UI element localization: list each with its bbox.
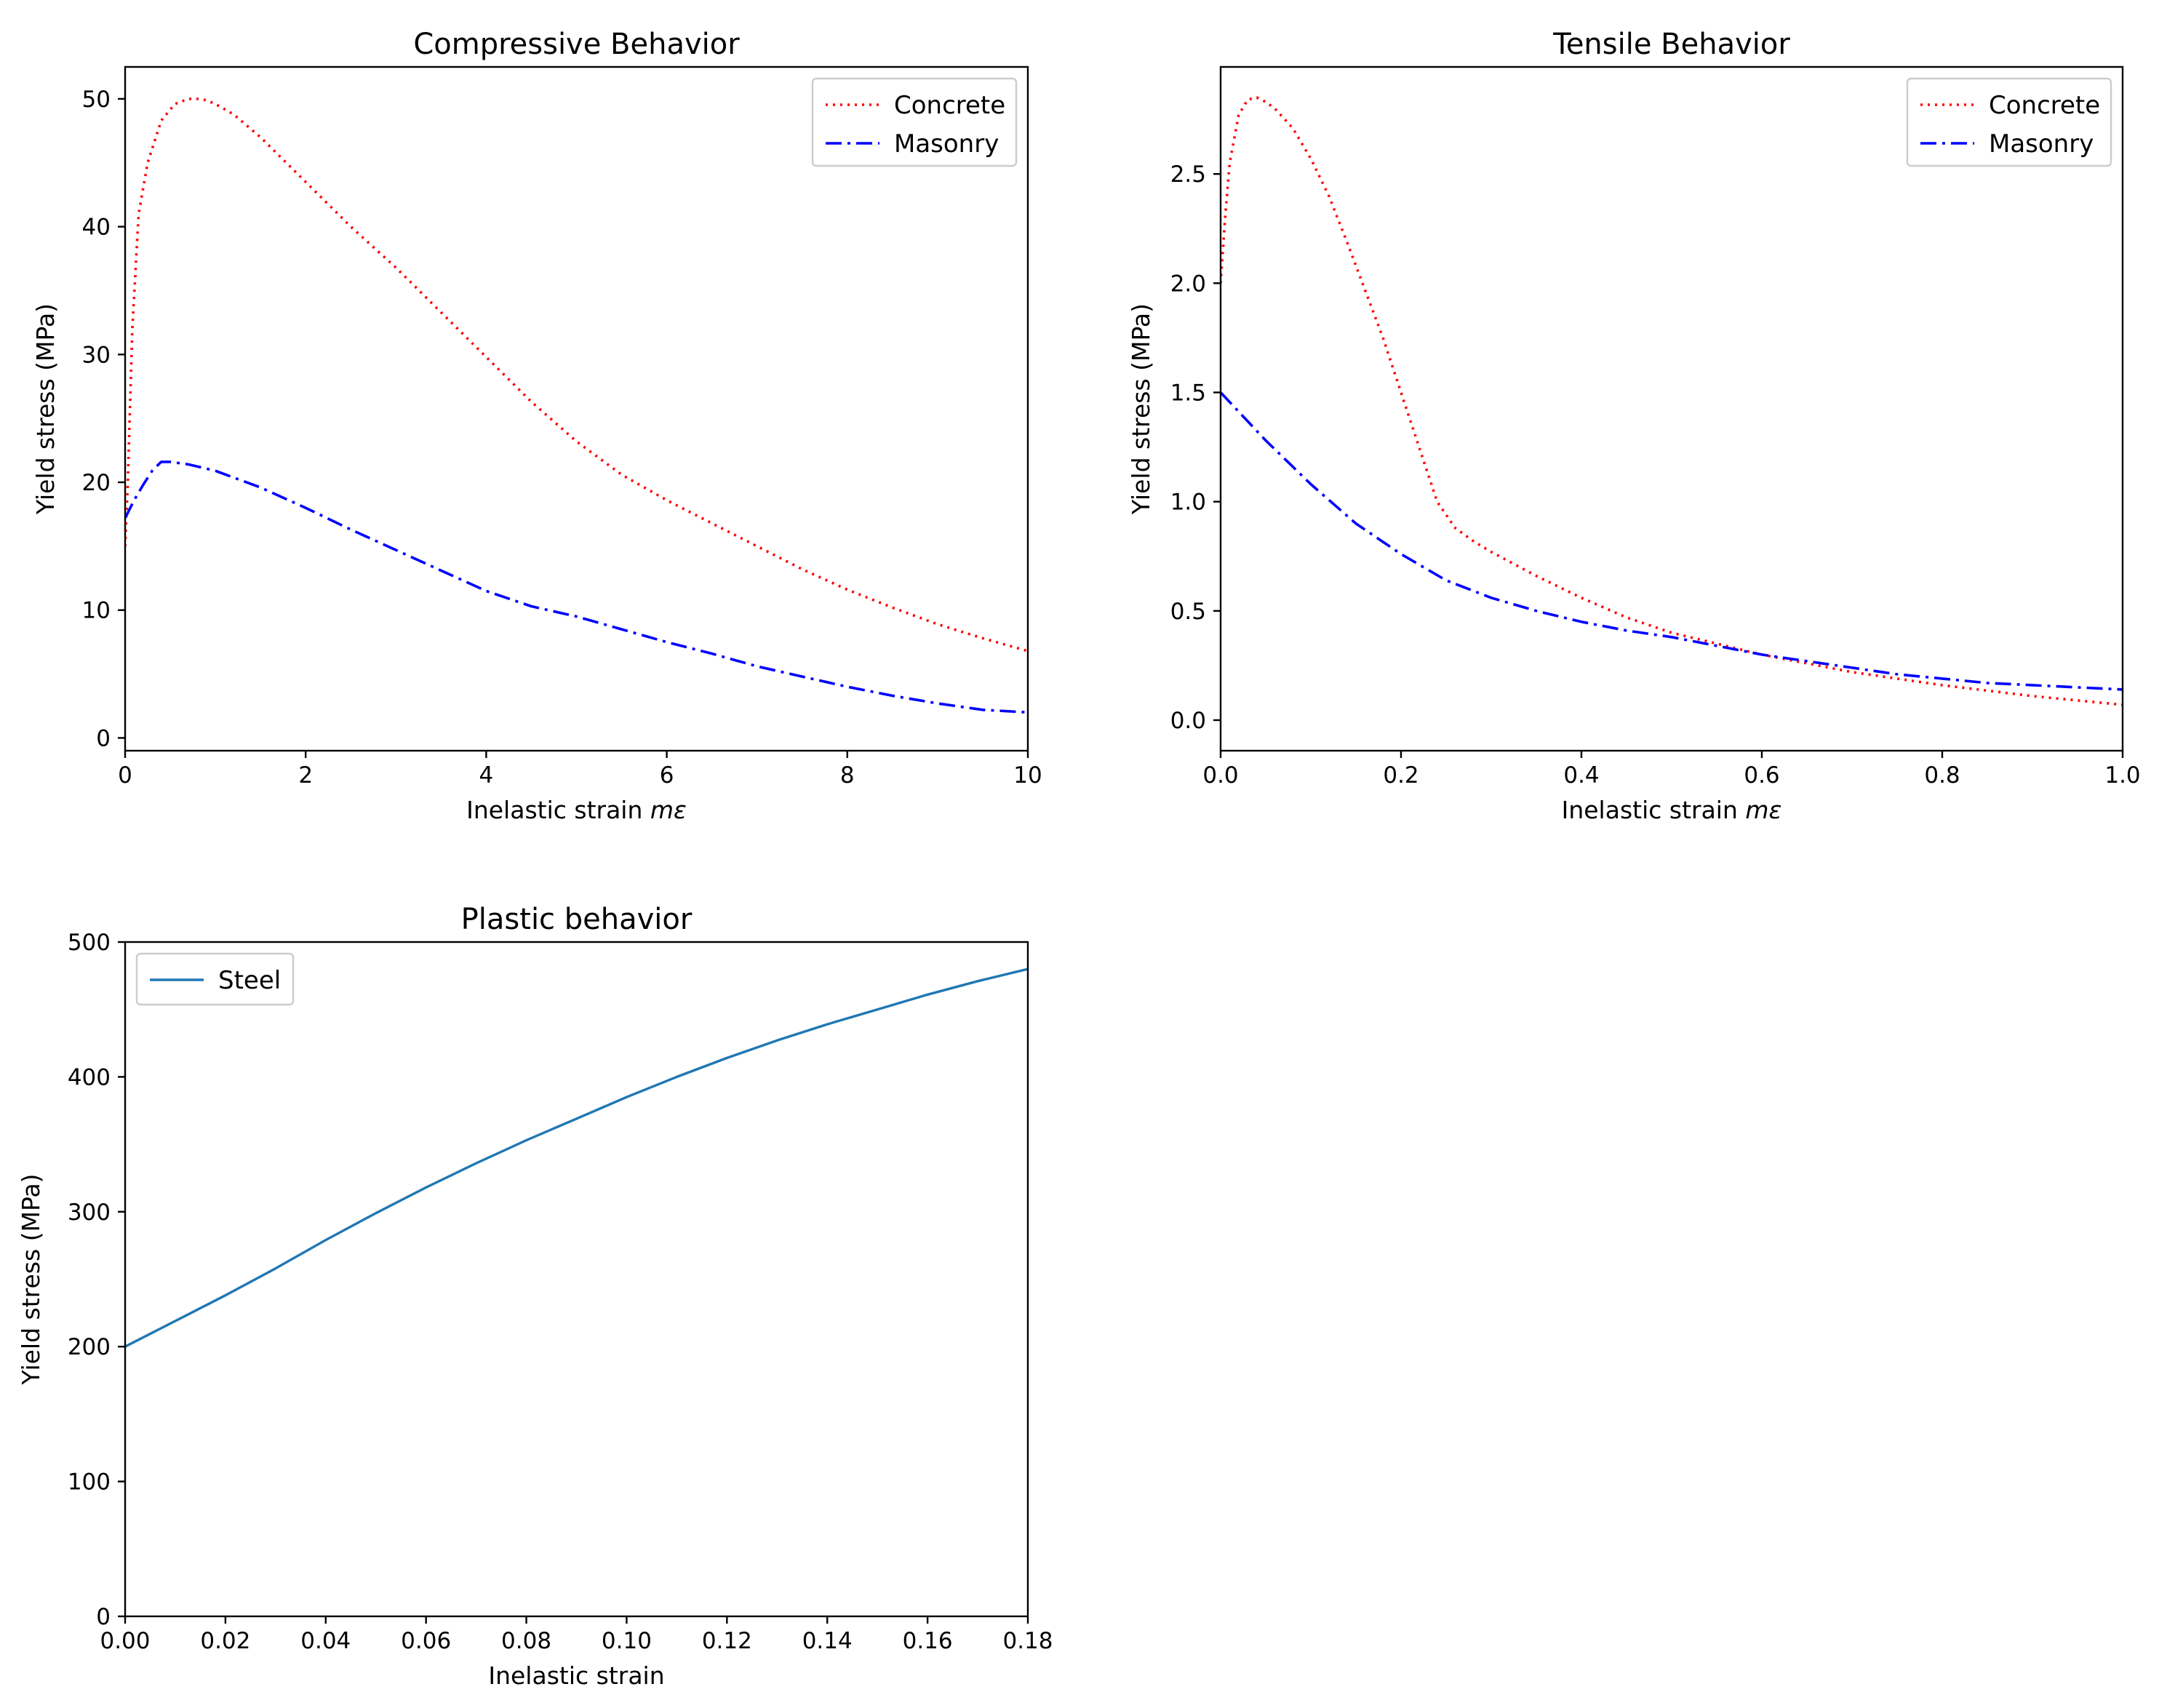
- x-axis-label: Inelastic strain: [488, 1661, 664, 1690]
- x-tick-label: 0.12: [702, 1628, 752, 1654]
- compressive-series-masonry-line: [125, 460, 1028, 714]
- tensile-series-masonry-line: [1221, 391, 2123, 691]
- y-tick-label: 2.5: [1170, 161, 1206, 188]
- axes-frame: [124, 65, 1029, 752]
- y-tick-label: 0.5: [1170, 599, 1206, 625]
- x-tick-label: 0.06: [401, 1628, 451, 1654]
- x-tick-label: 0.18: [1002, 1628, 1053, 1654]
- y-tick-label: 100: [68, 1469, 111, 1496]
- y-tick-label: 1.5: [1170, 380, 1206, 406]
- x-tick-label: 0.00: [100, 1628, 150, 1654]
- y-tick-label: 200: [68, 1334, 111, 1360]
- x-tick-label: 0.08: [501, 1628, 551, 1654]
- y-tick-label: 0: [96, 725, 111, 751]
- x-tick-label: 0.0: [1202, 762, 1238, 789]
- y-tick-label: 1.0: [1170, 490, 1206, 516]
- tensile-series-concrete-line: [1221, 96, 2123, 706]
- y-axis-label: Yield stress (MPa): [17, 1173, 45, 1385]
- y-tick-label: 2.0: [1170, 271, 1206, 297]
- x-tick-label: 0: [118, 762, 132, 789]
- x-tick-label: 0.04: [300, 1628, 351, 1654]
- chart-title: Plastic behavior: [461, 903, 693, 936]
- x-tick-label: 0.8: [1924, 762, 1960, 789]
- x-tick-label: 2: [298, 762, 313, 789]
- legend: Steel: [135, 952, 295, 1006]
- y-tick-label: 500: [68, 930, 111, 956]
- legend-label-concrete: Concrete: [894, 91, 1005, 120]
- x-tick-label: 0.6: [1744, 762, 1779, 789]
- x-tick-label: 4: [479, 762, 494, 789]
- x-tick-label: 10: [1013, 762, 1042, 789]
- x-axis-label-unit: mε: [650, 796, 687, 824]
- x-axis-label-text: Inelastic strain: [1562, 796, 1746, 824]
- y-tick-label: 300: [68, 1200, 111, 1226]
- x-tick-label: 0.02: [200, 1628, 250, 1654]
- y-tick-label: 40: [82, 215, 111, 241]
- y-tick-label: 400: [68, 1064, 111, 1090]
- y-axis-label: Yield stress (MPa): [1127, 303, 1155, 515]
- legend: Concrete Masonry: [1906, 77, 2112, 167]
- x-axis-label: Inelastic strain mε: [1562, 796, 1782, 824]
- legend: Concrete Masonry: [811, 77, 1018, 167]
- tensile-chart: Tensile Behavior 0.0 0.2 0.4 0.6 0.8 1.0 0.0 0.5…: [1127, 28, 2141, 824]
- y-tick-label: 10: [82, 598, 111, 624]
- x-axis-label-unit: mε: [1745, 796, 1781, 824]
- x-axis-label-text: Inelastic strain: [466, 796, 650, 824]
- y-tick-label: 50: [82, 87, 111, 113]
- chart-title: Compressive Behavior: [413, 28, 740, 61]
- x-tick-label: 8: [840, 762, 855, 789]
- y-tick-label: 20: [82, 470, 111, 496]
- legend-label-masonry: Masonry: [1989, 129, 2094, 159]
- x-tick-label: 0.10: [602, 1628, 652, 1654]
- legend-label-masonry: Masonry: [894, 129, 999, 159]
- x-tick-label: 0.4: [1563, 762, 1599, 789]
- y-tick-label: 0: [96, 1604, 111, 1630]
- compressive-chart: Compressive Behavior 0 2 4 6 8 10 0 10 20 30 40 50 In…: [31, 28, 1042, 824]
- x-tick-label: 6: [660, 762, 674, 789]
- legend-box: [135, 952, 295, 1006]
- x-tick-label: 1.0: [2104, 762, 2140, 789]
- y-tick-label: 30: [82, 342, 111, 368]
- legend-label-concrete: Concrete: [1989, 91, 2100, 120]
- x-tick-label: 0.16: [903, 1628, 953, 1654]
- y-axis-label: Yield stress (MPa): [31, 303, 60, 515]
- x-axis-label-text: Inelastic strain: [488, 1661, 664, 1690]
- chart-title: Tensile Behavior: [1552, 28, 1790, 61]
- x-tick-label: 0.2: [1383, 762, 1418, 789]
- x-tick-label: 0.14: [802, 1628, 853, 1654]
- compressive-series-concrete-line: [125, 97, 1028, 653]
- x-axis-label: Inelastic strain mε: [466, 796, 687, 824]
- y-tick-label: 0.0: [1170, 708, 1206, 734]
- plastic-series-steel-line: [125, 967, 1028, 1348]
- axes-frame: [124, 941, 1029, 1618]
- axes-frame: [1219, 65, 2124, 752]
- plastic-chart: Plastic behavior 0.00 0.02 0.04 0.06 0.08 0.10…: [17, 903, 1053, 1690]
- legend-label-steel: Steel: [218, 966, 281, 995]
